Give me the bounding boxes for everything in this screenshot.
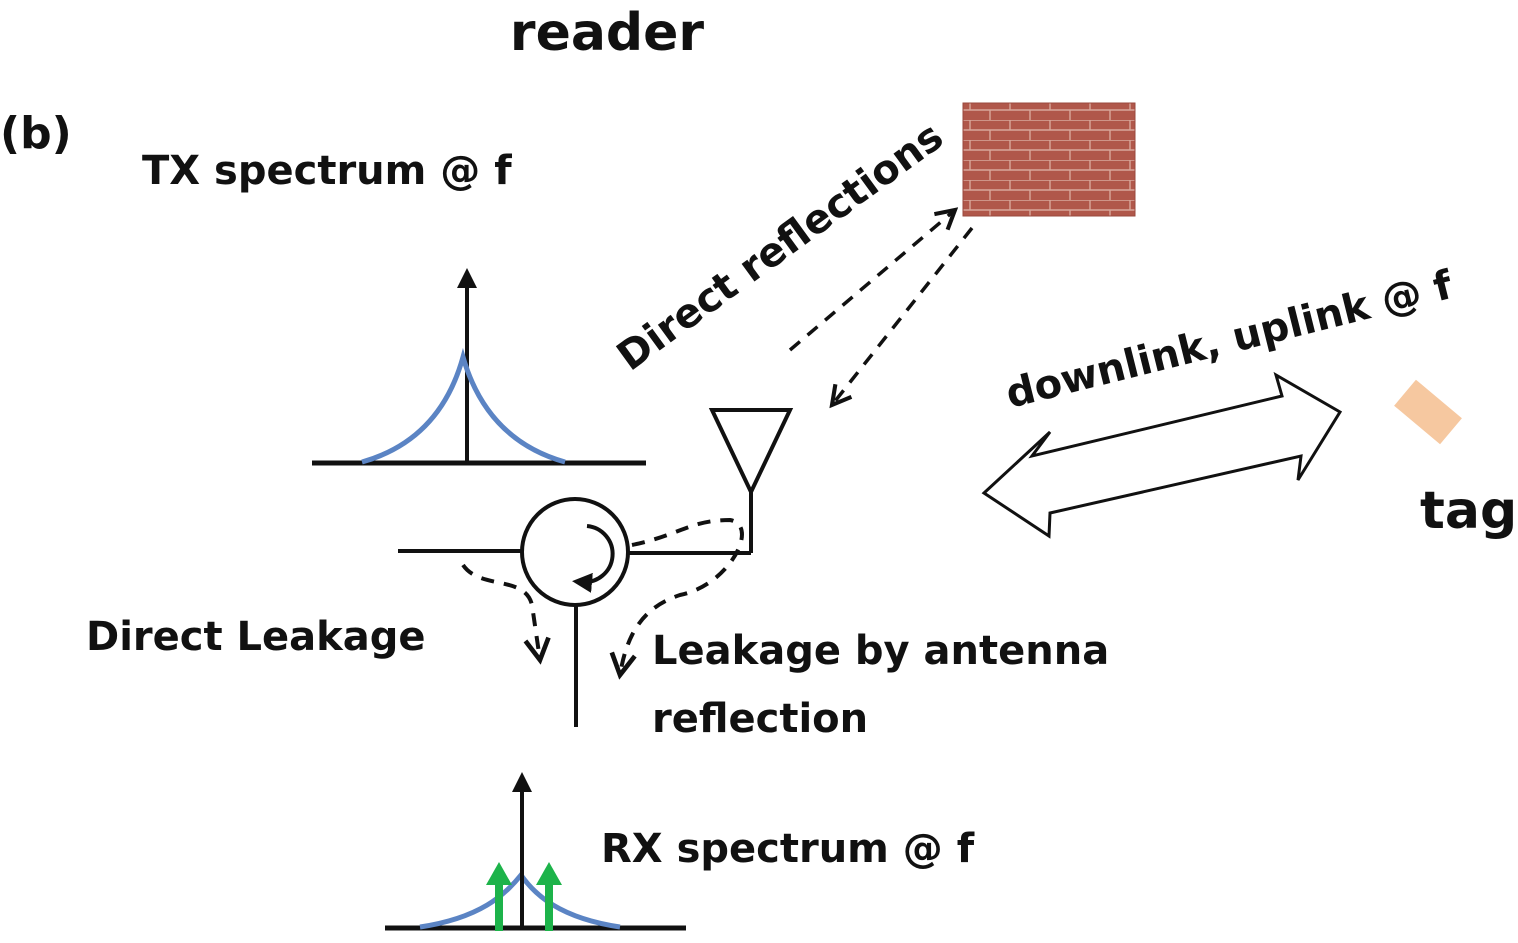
tag-icon	[1394, 379, 1462, 445]
rx-spectrum-label: RX spectrum @ f	[601, 826, 975, 872]
antenna-leakage-label-line1: Leakage by antenna	[652, 628, 1109, 674]
circulator-rotation-arrow	[572, 524, 615, 593]
direct-reflections-label: Direct reflections	[609, 113, 952, 380]
direct-leakage-path	[461, 563, 540, 660]
circulator-icon	[398, 497, 751, 727]
tag-label: tag	[1420, 481, 1517, 541]
antenna-reflection-leakage-path	[620, 517, 744, 675]
tx-spectrum-plot	[312, 268, 646, 466]
title-text: reader	[510, 3, 704, 63]
antenna-icon	[708, 408, 794, 553]
panel-label: (b)	[0, 108, 72, 159]
direct-leakage-label: Direct Leakage	[86, 614, 426, 660]
tx-spectrum-label: TX spectrum @ f	[142, 148, 512, 194]
reflection-ray-returning	[832, 226, 974, 405]
rx-upper-sideband-arrowhead	[536, 862, 562, 885]
link-label: downlink, uplink @ f	[1001, 262, 1457, 418]
brick-wall-icon	[962, 102, 1136, 217]
antenna-leakage-label-line2: reflection	[652, 696, 868, 742]
rx-spectrum-plot	[385, 772, 686, 931]
rx-lower-sideband-arrowhead	[486, 862, 512, 885]
tx-spectrum-curve	[361, 347, 566, 465]
double-arrow-icon	[981, 371, 1343, 539]
